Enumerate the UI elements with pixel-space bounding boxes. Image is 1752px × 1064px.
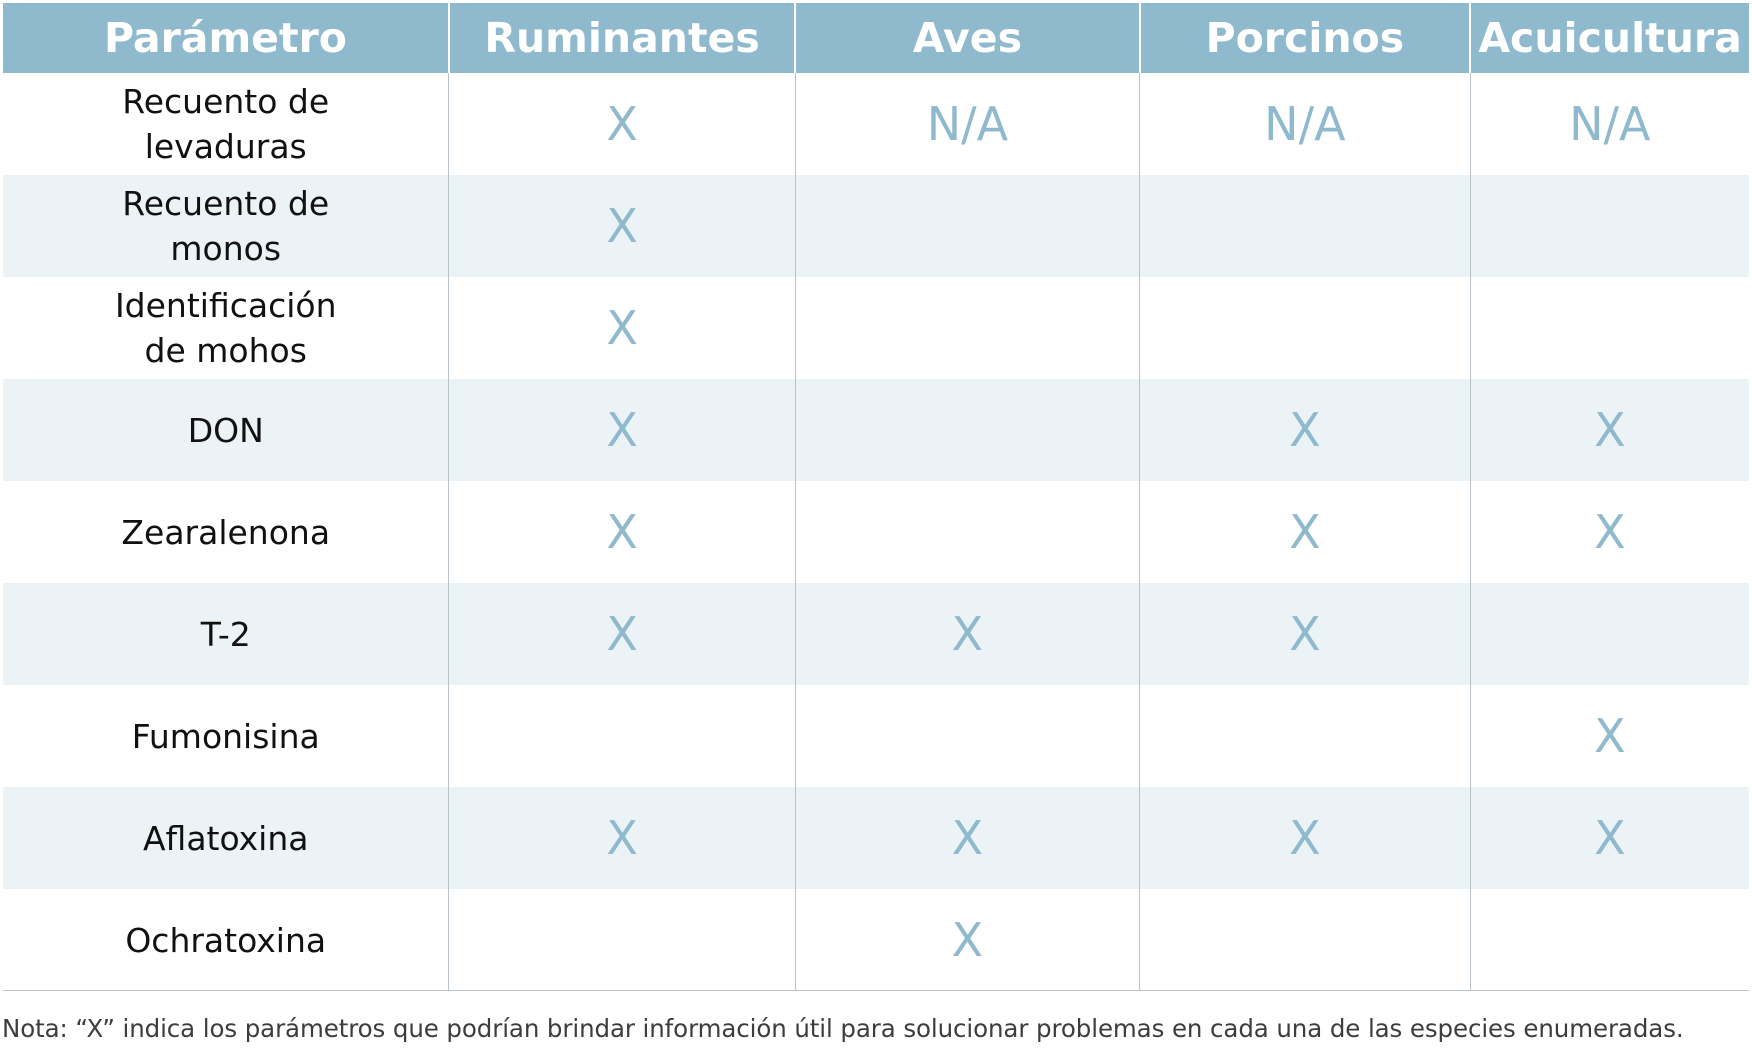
- parameter-label-line: Identificación: [114, 286, 337, 325]
- cell-acuicultura: [1470, 175, 1749, 277]
- cell-aves: [795, 379, 1141, 481]
- cell-aves: X: [795, 583, 1141, 685]
- cell-porcinos: X: [1139, 787, 1471, 889]
- parameter-label: Identificación de mohos: [3, 277, 450, 379]
- parameter-label: Ochratoxina: [3, 889, 450, 991]
- parameters-table: Parámetro Ruminantes Aves Porcinos Acuic…: [3, 3, 1749, 991]
- parameter-label-line: DON: [187, 410, 264, 450]
- cell-porcinos: X: [1139, 583, 1471, 685]
- parameter-label-line: de mohos: [144, 331, 307, 370]
- parameter-label-line: monos: [170, 229, 282, 268]
- cell-ruminantes: X: [448, 787, 796, 889]
- table-row: Identificación de mohos X: [3, 277, 1749, 379]
- cell-acuicultura: X: [1594, 505, 1626, 559]
- cell-ruminantes: X: [448, 583, 796, 685]
- table-row: Recuento de levaduras X N/A N/A N/A: [3, 73, 1749, 175]
- header-aves: Aves: [795, 3, 1141, 73]
- parameter-label: DON: [3, 379, 450, 481]
- cell-acuicultura: X: [1594, 811, 1626, 865]
- table-bottom-rule: [3, 990, 1749, 991]
- parameter-label: Recuento de monos: [3, 175, 450, 277]
- cell-acuicultura: [1470, 889, 1749, 991]
- parameter-label: Recuento de levaduras: [3, 73, 450, 175]
- parameter-label-line: Zearalenona: [121, 512, 331, 552]
- cell-porcinos: [1139, 175, 1471, 277]
- cell-ruminantes: X: [448, 175, 796, 277]
- parameter-label-line: Ochratoxina: [125, 920, 327, 960]
- cell-ruminantes: [448, 685, 796, 787]
- parameter-label-line: Recuento de: [122, 82, 330, 121]
- parameter-label-line: T-2: [200, 614, 251, 654]
- table-header-row: Parámetro Ruminantes Aves Porcinos Acuic…: [3, 3, 1749, 73]
- cell-aves: [795, 277, 1141, 379]
- parameter-label-line: Recuento de: [122, 184, 330, 223]
- table-row: Ochratoxina X: [3, 889, 1749, 991]
- cell-acuicultura: [1470, 583, 1749, 685]
- header-acuicultura: Acuicultura: [1478, 14, 1742, 62]
- cell-ruminantes: X: [448, 277, 796, 379]
- parameter-label: Zearalenona: [3, 481, 450, 583]
- cell-acuicultura: [1470, 277, 1749, 379]
- cell-acuicultura: X: [1594, 709, 1626, 763]
- footnote: Nota: “X” indica los parámetros que podr…: [2, 1014, 1684, 1043]
- cell-ruminantes: [448, 889, 796, 991]
- cell-porcinos: [1139, 889, 1471, 991]
- table-row: Fumonisina X: [3, 685, 1749, 787]
- header-porcinos: Porcinos: [1139, 3, 1472, 73]
- parameter-label-line: Fumonisina: [131, 716, 320, 756]
- cell-aves: N/A: [795, 73, 1141, 175]
- table-row: T-2 X X X: [3, 583, 1749, 685]
- cell-porcinos: X: [1139, 379, 1471, 481]
- header-ruminantes: Ruminantes: [448, 3, 797, 73]
- cell-ruminantes: X: [448, 73, 796, 175]
- cell-ruminantes: X: [448, 481, 796, 583]
- cell-aves: [795, 175, 1141, 277]
- cell-aves: [795, 685, 1141, 787]
- cell-porcinos: [1139, 277, 1471, 379]
- table-row: Recuento de monos X: [3, 175, 1749, 277]
- table-row: Zearalenona X X X: [3, 481, 1749, 583]
- parameter-label: T-2: [3, 583, 450, 685]
- cell-porcinos: N/A: [1139, 73, 1471, 175]
- parameter-label: Fumonisina: [3, 685, 450, 787]
- cell-acuicultura: X: [1594, 403, 1626, 457]
- table-row: DON X X X: [3, 379, 1749, 481]
- cell-ruminantes: X: [448, 379, 796, 481]
- header-parametro: Parámetro: [3, 3, 450, 73]
- table-body: Recuento de levaduras X N/A N/A N/A Recuento d…: [3, 73, 1749, 991]
- cell-porcinos: [1139, 685, 1471, 787]
- cell-porcinos: X: [1139, 481, 1471, 583]
- cell-aves: X: [795, 889, 1141, 991]
- cell-aves: X: [795, 787, 1141, 889]
- cell-aves: [795, 481, 1141, 583]
- parameter-label-line: levaduras: [144, 127, 307, 166]
- parameter-label-line: Aflatoxina: [142, 818, 309, 858]
- cell-acuicultura: N/A: [1569, 97, 1651, 151]
- parameter-label: Aflatoxina: [3, 787, 450, 889]
- table-row: Aflatoxina X X X X: [3, 787, 1749, 889]
